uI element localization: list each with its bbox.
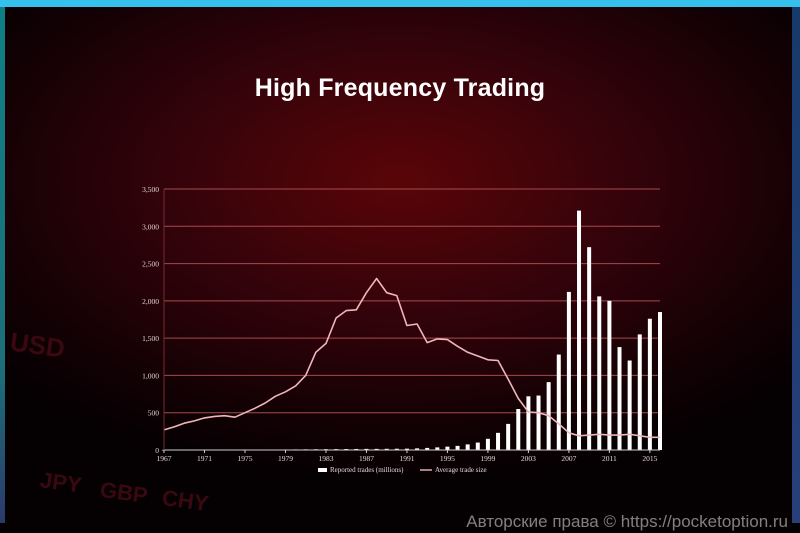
legend-swatch-reported-trades: [318, 468, 327, 472]
page-title: High Frequency Trading: [254, 74, 546, 102]
bar-reported-trades: [354, 448, 359, 450]
bar-reported-trades: [364, 448, 369, 450]
bar-reported-trades: [485, 438, 490, 450]
bar-reported-trades: [587, 247, 592, 450]
x-tick-label: 2011: [602, 454, 617, 463]
bar-reported-trades: [374, 448, 379, 450]
y-tick-label: 1,000: [142, 371, 159, 380]
line-average-trade-size: [163, 277, 660, 439]
legend-label-average-trade-size: Average trade size: [435, 466, 487, 474]
x-tick-label: 1967: [157, 454, 172, 463]
bar-reported-trades: [496, 432, 501, 450]
top-accent-bar: [0, 0, 800, 7]
bar-reported-trades: [465, 444, 470, 450]
legend-label-reported-trades: Reported trades (millions): [330, 466, 404, 474]
y-tick-label: 2,500: [142, 260, 159, 269]
grid-layer: [164, 188, 660, 414]
y-tick-label: 1,500: [142, 334, 159, 343]
x-tick-label: 2007: [561, 454, 576, 463]
x-tick-label: 2003: [521, 454, 536, 463]
bar-reported-trades: [526, 396, 531, 450]
y-tick-label: 3,000: [142, 222, 159, 231]
bar-reported-trades: [597, 296, 602, 450]
bar-reported-trades: [506, 423, 511, 450]
x-tick-label: 1999: [480, 454, 495, 463]
bar-reported-trades: [627, 360, 632, 450]
bar-reported-trades: [566, 291, 571, 450]
bar-reported-trades: [415, 448, 420, 450]
right-edge-strip: [792, 7, 800, 523]
left-edge-strip: [0, 7, 5, 523]
bar-reported-trades: [384, 448, 389, 450]
bar-reported-trades: [475, 442, 480, 450]
y-tick-label: 2,000: [142, 297, 159, 306]
x-tick-label: 1971: [197, 454, 212, 463]
bar-reported-trades: [607, 300, 612, 450]
bar-reported-trades: [516, 408, 521, 450]
bar-reported-trades: [425, 447, 430, 450]
bars-layer: [162, 210, 662, 451]
legend-layer: Reported trades (millions) Average trade …: [318, 466, 487, 474]
x-tick-label: 1991: [399, 454, 414, 463]
y-tick-label: 0: [155, 446, 159, 455]
copyright-watermark: Авторские права © https://pocketoption.r…: [466, 512, 788, 531]
bar-reported-trades: [536, 395, 541, 450]
bar-reported-trades: [658, 312, 662, 450]
x-tick-label: 1979: [278, 454, 293, 463]
y-tick-label: 3,500: [142, 185, 159, 194]
x-tick-label: 1995: [440, 454, 455, 463]
x-tick-label: 2015: [642, 454, 657, 463]
bar-reported-trades: [637, 334, 642, 450]
bar-reported-trades: [577, 210, 582, 450]
bar-reported-trades: [404, 448, 409, 450]
axis-layer: 0 500 1,000 1,500 2,000 2,500 3,000 3,500 1967 19…: [142, 185, 660, 463]
x-tick-label: 1983: [318, 454, 333, 463]
x-tick-label: 1975: [237, 454, 252, 463]
y-tick-label: 500: [148, 409, 160, 418]
bar-reported-trades: [445, 446, 450, 450]
bar-reported-trades: [617, 347, 622, 450]
bar-reported-trades: [435, 447, 440, 450]
bar-reported-trades: [455, 445, 460, 450]
x-tick-label: 1987: [359, 454, 374, 463]
line-layer: [163, 277, 660, 439]
bar-reported-trades: [556, 354, 561, 450]
bar-reported-trades: [394, 448, 399, 450]
bar-reported-trades: [647, 318, 652, 450]
